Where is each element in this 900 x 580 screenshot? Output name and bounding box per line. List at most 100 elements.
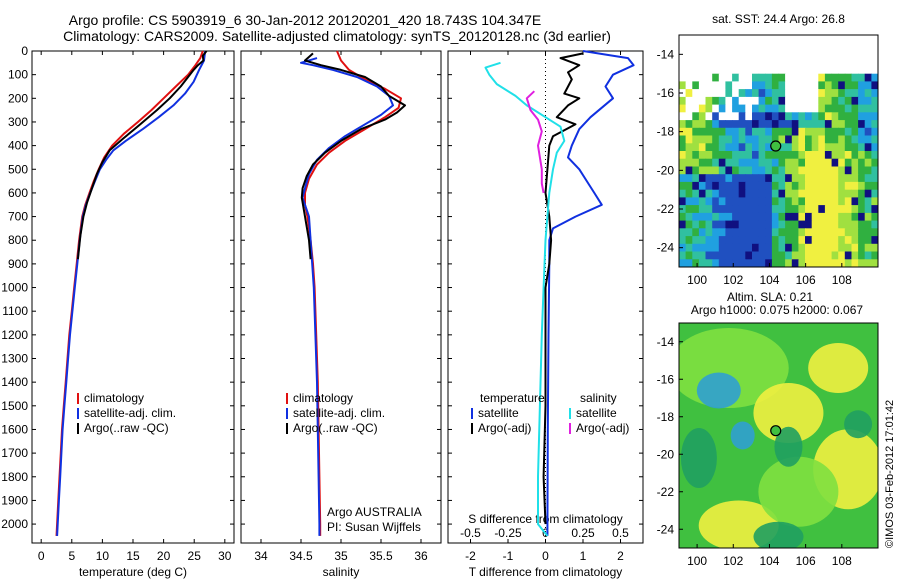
x-tick-label: 25 <box>188 549 202 563</box>
y-tick-label: -20 <box>657 163 675 177</box>
x-axis-label: T difference from climatology <box>469 565 623 579</box>
salinity-diff-tick-label: 0.5 <box>612 526 629 540</box>
sla-map-panel: 100 102 104 106 108 -14 -16 -18 -20 -22 -24 Altim. … <box>657 290 879 568</box>
x-tick-label: 106 <box>796 554 816 568</box>
y-tick-label: 100 <box>8 68 28 82</box>
title-line-1: Argo profile: CS 5903919_6 30-Jan-2012 2… <box>69 12 542 28</box>
x-tick-label: 20 <box>157 549 171 563</box>
map-subtitle: Argo h1000: 0.075 h2000: 0.067 <box>691 303 863 317</box>
map-frame <box>678 34 879 268</box>
map-title: sat. SST: 24.4 Argo: 26.8 <box>712 12 845 26</box>
heatmap-cells <box>679 323 878 548</box>
x-tick-label: 102 <box>723 273 743 287</box>
annotation-text: PI: Susan Wijffels <box>327 520 421 534</box>
y-tick-label: -18 <box>657 125 675 139</box>
heatmap-cells <box>679 35 878 267</box>
legend-label: satellite-adj. clim. <box>293 406 385 420</box>
series-line-s-satellite <box>484 61 566 537</box>
x-tick-label: 100 <box>687 273 707 287</box>
y-tick-label: 300 <box>8 115 28 129</box>
x-tick-label: 10 <box>96 549 110 563</box>
y-tick-label: 800 <box>8 233 28 247</box>
x-tick-label: 0 <box>542 549 549 563</box>
salinity-diff-tick-label: -0.5 <box>460 526 481 540</box>
y-tick-label: -24 <box>657 522 675 536</box>
x-tick-label: 30 <box>218 549 232 563</box>
x-tick-label: 35 <box>334 549 348 563</box>
salinity-diff-tick-label: 0.25 <box>571 526 595 540</box>
x-tick-label: 104 <box>759 554 779 568</box>
annotation-text: Argo AUSTRALIA <box>327 505 422 519</box>
x-tick-label: -1 <box>503 549 514 563</box>
x-tick-label: 104 <box>759 273 779 287</box>
y-tick-label: 1100 <box>2 304 28 318</box>
series-line-satellite-adj-clim- <box>300 57 394 536</box>
y-tick-label: 200 <box>8 91 28 105</box>
imos-stamp: ©IMOS 03-Feb-2012 17:01:42 <box>884 400 896 548</box>
y-tick-label: 1200 <box>1 328 28 342</box>
salinity-diff-tick-label: -0.25 <box>494 526 522 540</box>
x-tick-label: 108 <box>832 273 852 287</box>
series-line-satellite-adj-clim- <box>56 50 207 536</box>
y-tick-label: 2000 <box>1 517 28 531</box>
y-tick-label: 1000 <box>1 281 28 295</box>
title-line-2: Climatology: CARS2009. Satellite-adjuste… <box>63 28 611 44</box>
x-tick-label: 2 <box>617 549 624 563</box>
salinity-panel: 34 34.5 35 35.5 36 salinity climatologysatelli… <box>240 50 442 579</box>
legend-label: satellite <box>478 406 519 420</box>
y-tick-label: 1700 <box>1 446 28 460</box>
x-tick-label: 15 <box>126 549 140 563</box>
y-tick-label: 600 <box>8 186 28 200</box>
series-line-t-argo-adj- <box>542 52 584 525</box>
x-tick-label: 1 <box>580 549 587 563</box>
x-tick-label: 100 <box>687 554 707 568</box>
profile-location-marker <box>770 140 782 152</box>
y-tick-label: 0 <box>21 44 28 58</box>
plot-frame <box>240 50 442 544</box>
x-tick-label: 34 <box>254 549 268 563</box>
y-tick-label: 1600 <box>1 422 28 436</box>
legend-label: Argo(-adj) <box>478 421 531 435</box>
legend-label: satellite-adj. clim. <box>84 406 176 420</box>
x-tick-label: 35.5 <box>369 549 393 563</box>
y-tick-label: -18 <box>657 410 675 424</box>
y-tick-label: 1300 <box>1 352 28 366</box>
y-tick-label: 500 <box>8 162 28 176</box>
y-tick-label: -14 <box>657 47 675 61</box>
legend-title-right: salinity <box>580 391 617 405</box>
x-tick-label: 34.5 <box>289 549 313 563</box>
legend-label: Argo(..raw -QC) <box>84 421 169 435</box>
x-tick-label: 108 <box>832 554 852 568</box>
legend-label: Argo(..raw -QC) <box>293 421 378 435</box>
map-title: Altim. SLA: 0.21 <box>727 290 813 304</box>
difference-panel: -2 -1 0 1 2 T difference from climatology -0.5… <box>447 50 644 579</box>
series-line-climatology <box>55 50 204 536</box>
x-tick-label: 102 <box>723 554 743 568</box>
y-tick-label: -22 <box>657 485 675 499</box>
y-tick-label: -20 <box>657 447 675 461</box>
y-tick-label: -16 <box>657 86 675 100</box>
y-tick-label: 1800 <box>1 470 28 484</box>
y-tick-label: -24 <box>657 241 675 255</box>
x-tick-label: 106 <box>796 273 816 287</box>
y-tick-label: 400 <box>8 139 28 153</box>
y-tick-label: 1900 <box>1 493 28 507</box>
y-tick-label: -16 <box>657 372 675 386</box>
x-tick-label: -2 <box>465 549 476 563</box>
series-line-s-argo-adj- <box>525 90 545 194</box>
legend-label: climatology <box>293 391 353 405</box>
legend-label: satellite <box>576 406 617 420</box>
series-line-climatology <box>304 50 402 536</box>
x-tick-label: 0 <box>38 549 45 563</box>
legend-label: Argo(-adj) <box>576 421 629 435</box>
legend-label: climatology <box>84 391 144 405</box>
map-frame <box>678 322 879 549</box>
y-tick-label: -22 <box>657 202 675 216</box>
sst-map-panel: 100 102 104 106 108 -14 -16 -18 -20 -22 -24 sat. SS… <box>657 12 879 287</box>
x-axis-label: salinity <box>323 565 360 579</box>
series-line-argo-raw-qc- <box>300 52 406 260</box>
y-tick-label: 700 <box>8 210 28 224</box>
series-line-argo-raw-qc- <box>76 50 208 260</box>
x-axis-label: temperature (deg C) <box>79 565 187 579</box>
